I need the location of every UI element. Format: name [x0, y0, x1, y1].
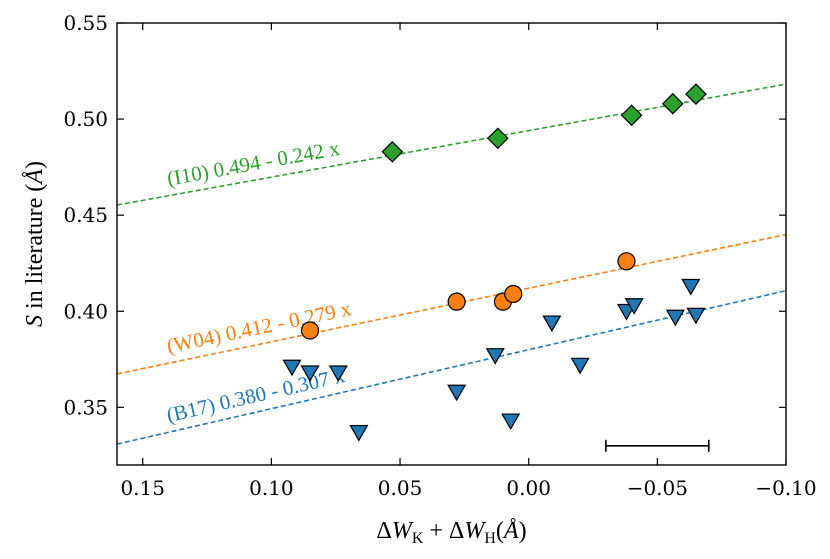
point-w04-0	[300, 321, 320, 340]
point-b17-12	[681, 278, 701, 296]
data-markers	[282, 83, 707, 442]
fit-line-b17	[117, 289, 786, 445]
point-i10-0	[381, 140, 404, 163]
y-axis-title: S in literature (Å)	[22, 161, 48, 327]
point-i10-3	[661, 92, 684, 115]
x-tick-label-4: −0.05	[627, 476, 688, 500]
x-tick-label-0: 0.15	[120, 476, 165, 500]
plot-frame	[116, 22, 787, 466]
point-b17-0	[282, 359, 302, 377]
point-i10-4	[685, 83, 707, 105]
axis-tick-labels: 0.15 0.10 0.05 0.00 −0.05 −0.10 0.35 0.40 0.45 0.…	[63, 11, 816, 500]
point-b17-6	[501, 413, 521, 431]
point-i10-2	[620, 104, 643, 127]
x-axis-title: ΔWK + ΔWH(Å)	[376, 518, 526, 547]
point-b17-1	[300, 365, 320, 383]
point-b17-3	[349, 424, 369, 442]
y-tick-label-2: 0.45	[63, 203, 108, 227]
x-tick-label-2: 0.05	[378, 476, 423, 500]
y-tick-label-4: 0.55	[63, 11, 108, 35]
point-b17-2	[328, 365, 348, 383]
point-b17-8	[570, 357, 590, 375]
point-w04-1	[447, 292, 466, 311]
y-tick-label-3: 0.50	[63, 107, 108, 131]
x-tick-label-1: 0.10	[249, 476, 294, 500]
point-i10-1	[486, 127, 509, 150]
x-tick-label-3: 0.00	[506, 476, 551, 500]
point-b17-13	[686, 307, 706, 325]
x-tick-label-5: −0.10	[755, 476, 816, 500]
fit-line-i10	[117, 83, 786, 206]
y-tick-label-0: 0.35	[63, 395, 108, 419]
point-b17-4	[447, 384, 467, 402]
point-b17-10	[624, 298, 644, 315]
fit-label-i10: (I10) 0.494 - 0.242 x	[165, 136, 342, 191]
point-w04-3	[504, 284, 523, 304]
point-b17-7	[542, 315, 562, 333]
fit-label-w04: (W04) 0.412 - 0.279 x	[165, 296, 354, 358]
error-bar-group	[605, 439, 710, 452]
point-b17-11	[665, 309, 685, 327]
point-b17-5	[485, 348, 505, 365]
point-w04-4	[617, 252, 636, 271]
axis-ticks	[117, 22, 787, 465]
fit-label-b17: (B17) 0.380 - 0.307 x	[164, 363, 347, 427]
y-tick-label-1: 0.40	[63, 299, 108, 323]
fit-line-w04	[117, 233, 786, 375]
